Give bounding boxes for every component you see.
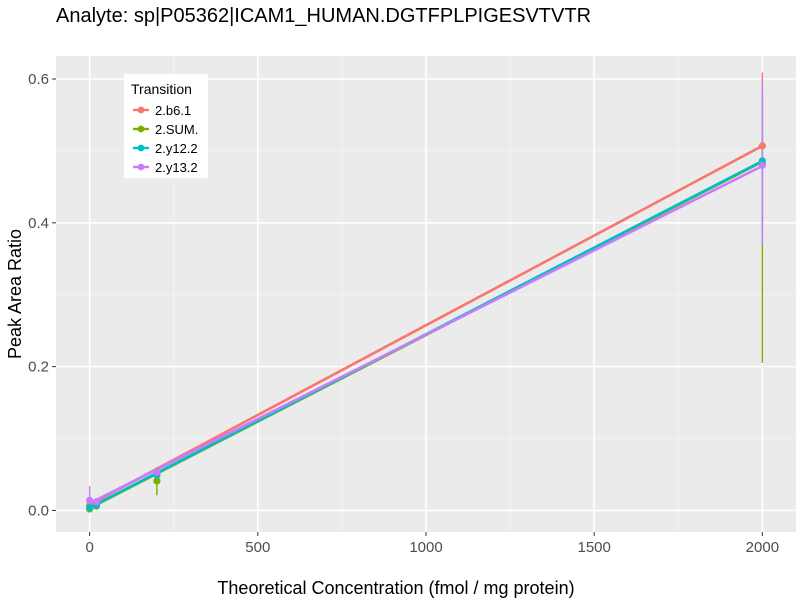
- y-tick-label: 0.2: [28, 359, 49, 376]
- fit-line: [89, 144, 763, 506]
- fit-lines: [89, 144, 763, 510]
- y-axis-title: Peak Area Ratio: [5, 229, 25, 359]
- legend-title: Transition: [131, 81, 192, 97]
- data-point: [86, 503, 94, 512]
- y-axis: 0.0 0.2 0.4 0.6: [28, 71, 56, 519]
- legend-box: [124, 74, 208, 178]
- x-tick-label: 500: [245, 539, 270, 556]
- y-tick-label: 0.4: [28, 215, 49, 232]
- legend-key-point: [137, 163, 145, 171]
- x-tick-label: 2000: [746, 539, 779, 556]
- legend-label: 2.SUM.: [155, 122, 198, 137]
- data-points: [86, 142, 766, 513]
- data-point: [86, 496, 94, 504]
- legend-key-point: [137, 125, 145, 133]
- fit-line: [89, 164, 763, 505]
- x-axis-title: Theoretical Concentration (fmol / mg pro…: [217, 578, 574, 598]
- data-point: [153, 477, 161, 485]
- legend-key-point: [137, 106, 145, 114]
- legend-label: 2.y12.2: [155, 141, 198, 156]
- legend-label: 2.b6.1: [155, 103, 191, 118]
- data-point: [758, 142, 766, 150]
- y-tick-label: 0.6: [28, 71, 49, 88]
- y-tick-label: 0.0: [28, 502, 49, 519]
- x-tick-label: 1500: [577, 539, 610, 556]
- x-axis: 0 500 1000 1500 2000: [85, 532, 779, 556]
- chart-title: Analyte: sp|P05362|ICAM1_HUMAN.DGTFPLPIG…: [56, 5, 591, 27]
- data-point: [153, 468, 161, 476]
- legend-key-point: [137, 144, 145, 152]
- data-point: [758, 161, 766, 169]
- x-tick-label: 0: [85, 539, 93, 556]
- x-tick-label: 1000: [409, 539, 442, 556]
- legend-label: 2.y13.2: [155, 160, 198, 175]
- legend: Transition 2.b6.1 2.SUM. 2.y12.2 2.y13.2: [124, 74, 208, 178]
- data-point: [92, 498, 100, 506]
